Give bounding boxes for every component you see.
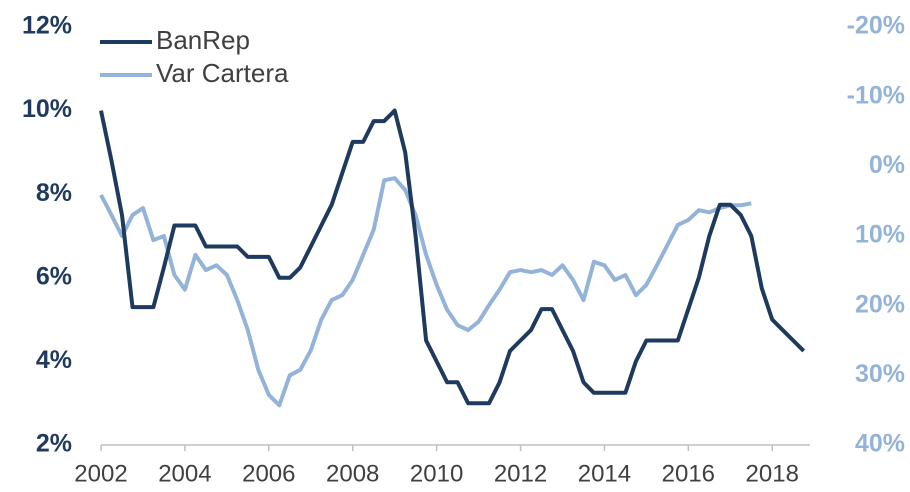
y-tick-label: 2%	[36, 430, 72, 458]
x-tick-label: 2010	[410, 460, 463, 487]
series-line	[99, 176, 752, 408]
y2-tick-label: 10%	[855, 221, 905, 249]
legend-label: BanRep	[156, 25, 250, 55]
x-tick-label: 2002	[74, 460, 127, 487]
x-tick-label: 2006	[242, 460, 295, 487]
y-tick-label: 8%	[36, 179, 72, 207]
y2-tick-label: -10%	[847, 81, 905, 109]
series-line	[99, 108, 806, 406]
x-tick-label: 2018	[746, 460, 799, 487]
y2-tick-label: 40%	[855, 430, 905, 458]
x-tick-label: 2014	[578, 460, 631, 487]
y-tick-label: 10%	[22, 95, 72, 123]
y-tick-label: 6%	[36, 262, 72, 290]
x-tick-label: 2012	[494, 460, 547, 487]
x-tick-label: 2016	[662, 460, 715, 487]
x-tick-label: 2004	[158, 460, 211, 487]
y-tick-label: 4%	[36, 346, 72, 374]
y2-tick-label: 0%	[869, 151, 905, 179]
y2-tick-label: -20%	[847, 12, 905, 40]
y2-tick-label: 30%	[855, 360, 905, 388]
y2-tick-label: 20%	[855, 290, 905, 318]
y-tick-label: 12%	[22, 12, 72, 40]
legend-label: Var Cartera	[156, 58, 289, 88]
x-tick-label: 2008	[326, 460, 379, 487]
